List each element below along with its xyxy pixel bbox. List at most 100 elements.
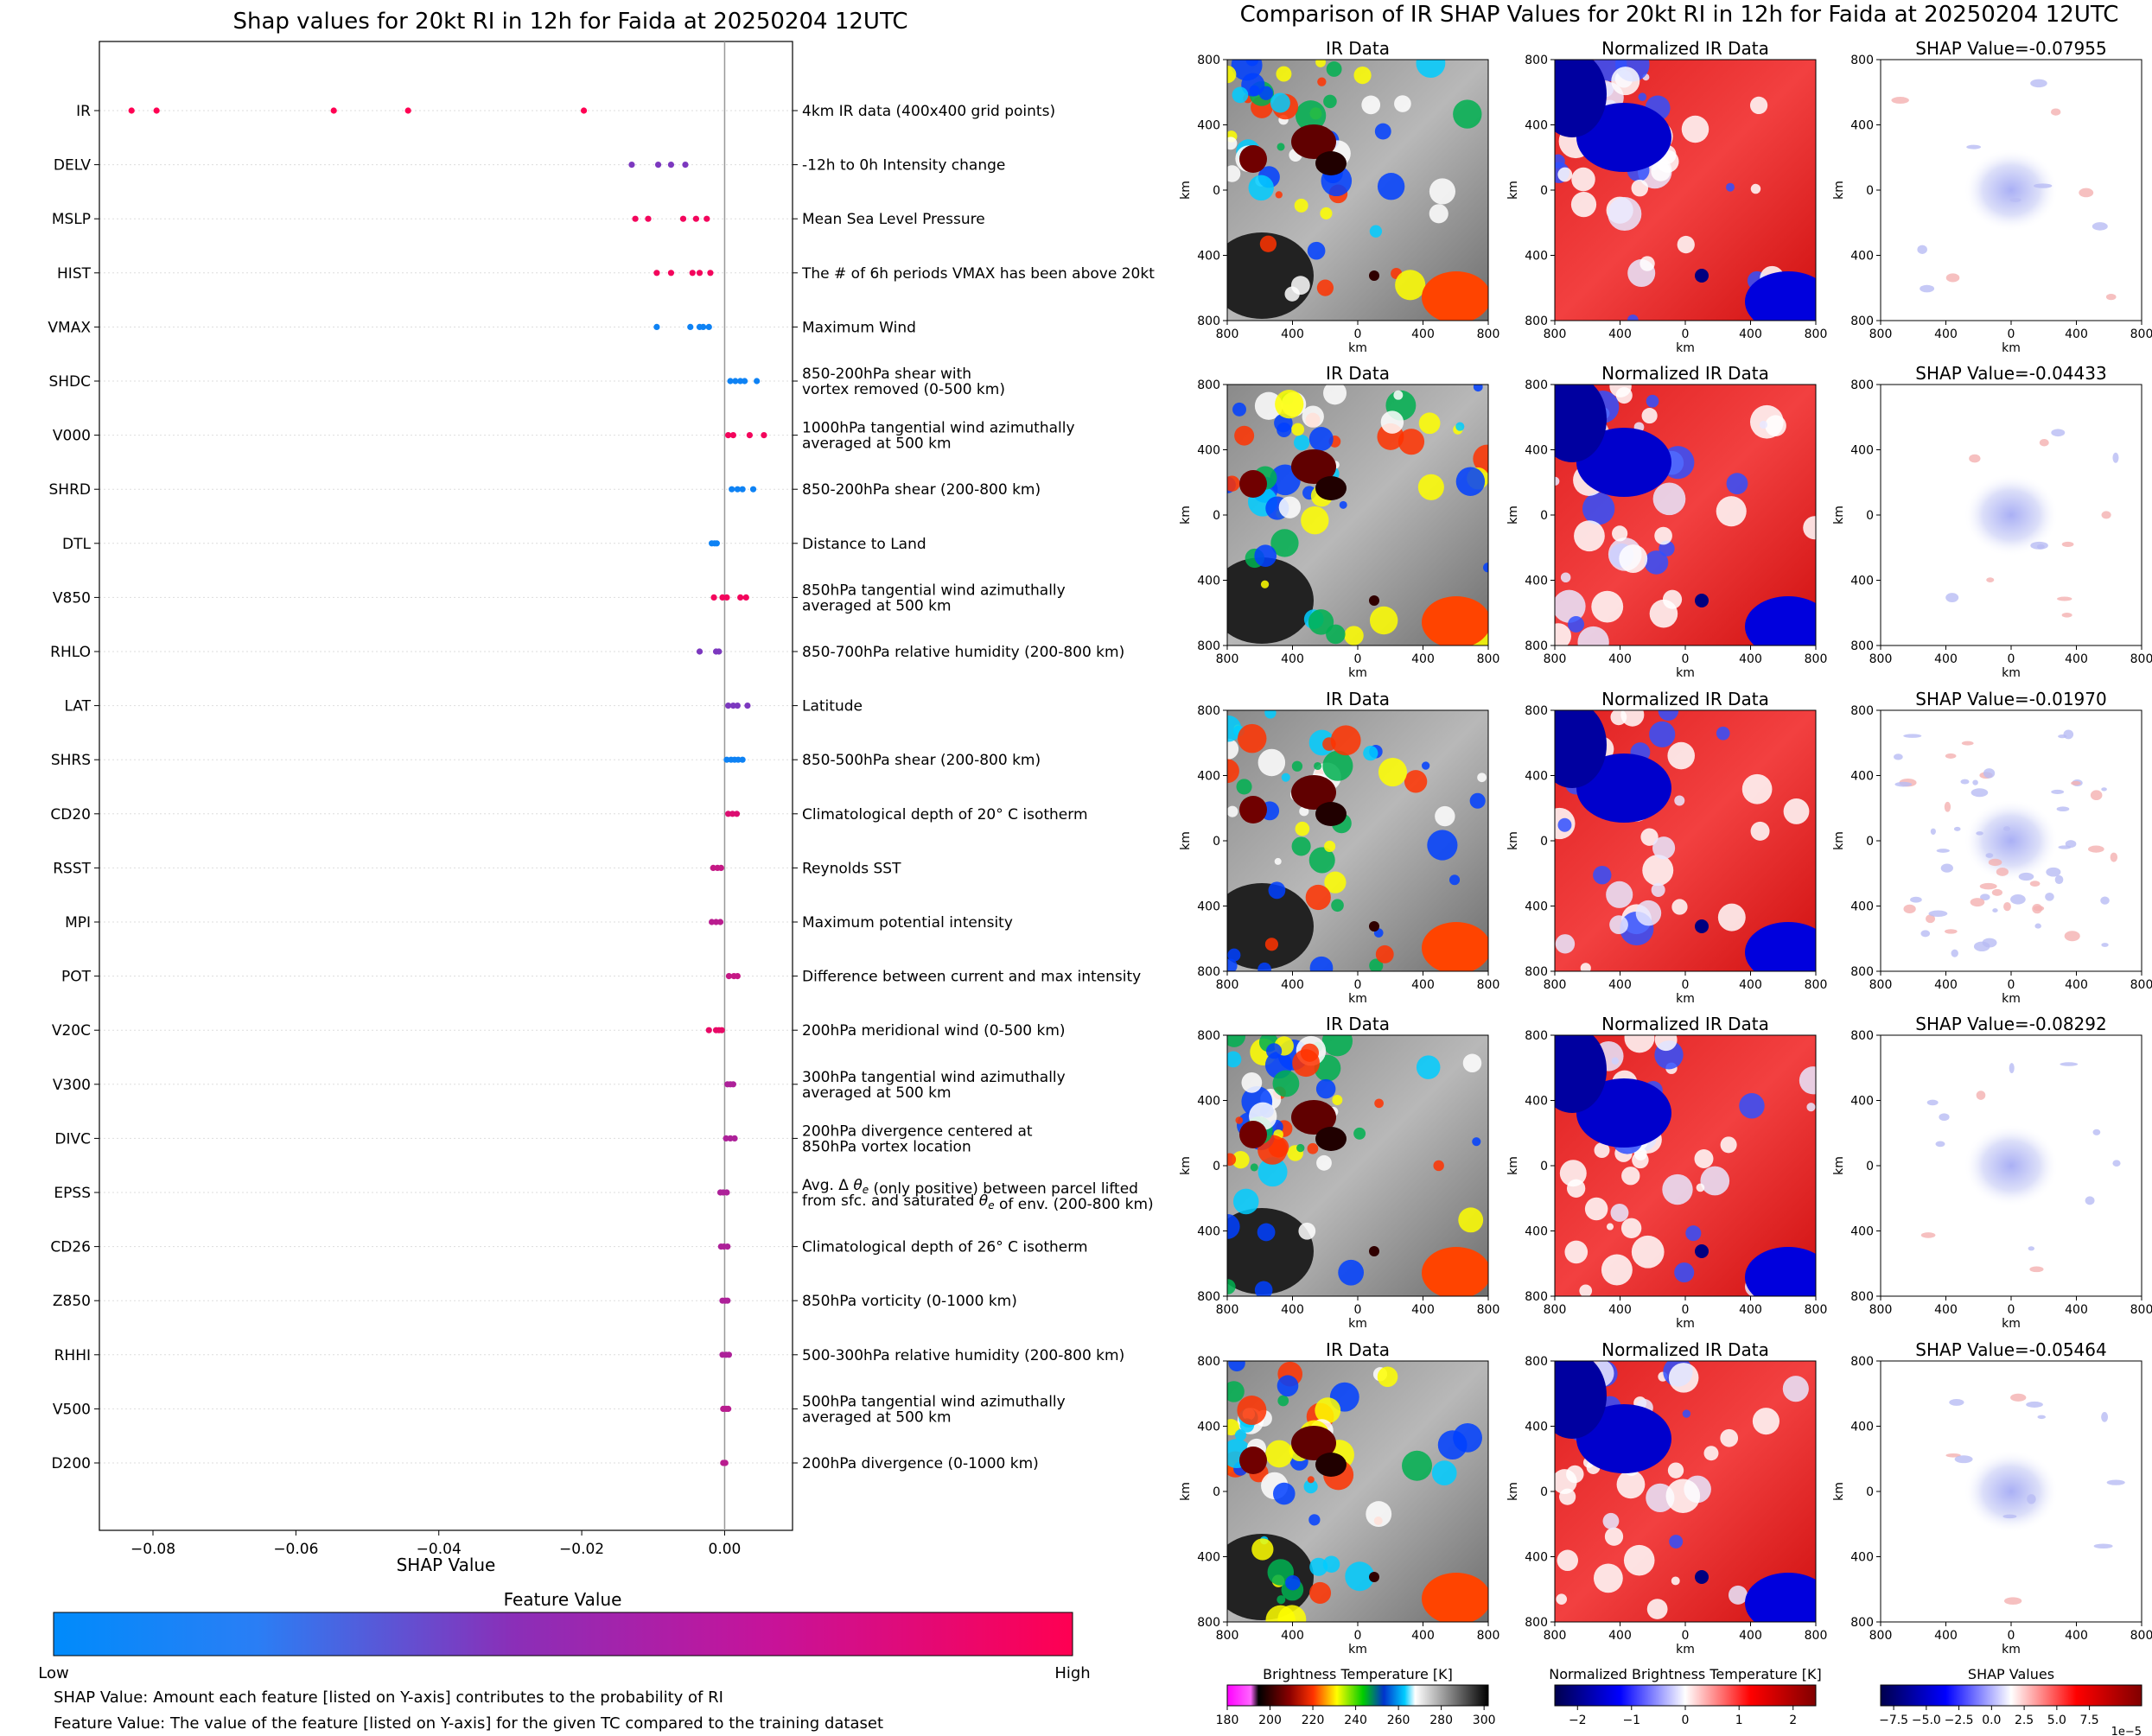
shap-point-cd20 bbox=[724, 811, 732, 817]
colorbar-tick-label: 5.0 bbox=[2047, 1714, 2066, 1727]
panel-ytick-label: 0 bbox=[1866, 184, 1874, 198]
panel-shap-row1: SHAP Value=-0.07955800800400400004004008… bbox=[1832, 38, 2152, 355]
panel-ytick-label: 800 bbox=[1525, 965, 1548, 979]
panel-ytick-label: 400 bbox=[1197, 1225, 1220, 1239]
shap-point-delv bbox=[682, 162, 689, 169]
feature-desc-v850: averaged at 500 km bbox=[802, 597, 952, 614]
panel-ytick-label: 400 bbox=[1197, 444, 1220, 458]
shap-point-cd20 bbox=[729, 811, 736, 817]
panel-ytick-label: 800 bbox=[1525, 1029, 1548, 1043]
panel-ylabel: km bbox=[1832, 831, 1846, 850]
panel-ytick-label: 0 bbox=[1213, 1485, 1220, 1499]
panel-ytick-label: 400 bbox=[1850, 444, 1874, 458]
panel-xlabel: km bbox=[1348, 341, 1367, 355]
colorbar-2: Normalized Brightness Temperature [K] −2 −… bbox=[1549, 1666, 1822, 1727]
panel-xtick-label: 400 bbox=[1281, 1303, 1304, 1317]
panel-ytick-label: 400 bbox=[1850, 575, 1874, 588]
shap-point-delv bbox=[654, 162, 662, 169]
panel-ytick-label: 400 bbox=[1197, 119, 1220, 133]
panel-ylabel: km bbox=[1506, 1156, 1520, 1175]
panel-xtick-label: 800 bbox=[2130, 1629, 2152, 1643]
panel-xtick-label: 0 bbox=[2008, 1629, 2015, 1643]
shap-point-shrd bbox=[749, 486, 757, 493]
panel-xtick-label: 0 bbox=[1682, 978, 1690, 992]
colorbar-tick-label: 2.5 bbox=[2015, 1714, 2034, 1727]
panel-ylabel: km bbox=[1179, 506, 1193, 525]
panel-ytick-label: 0 bbox=[1213, 509, 1220, 523]
feature-desc-vmax: Maximum Wind bbox=[802, 319, 916, 336]
colorbar-bar bbox=[1226, 1684, 1489, 1707]
panel-xtick-label: 400 bbox=[1281, 327, 1304, 341]
shap-point-hist bbox=[667, 270, 675, 277]
panel-xtick-label: 0 bbox=[1682, 327, 1690, 341]
shap-point-shdc bbox=[727, 378, 734, 385]
panel-ytick-label: 400 bbox=[1525, 1421, 1548, 1434]
panel-ytick-label: 800 bbox=[1525, 704, 1548, 718]
panel-title: SHAP Value=-0.07955 bbox=[1915, 38, 2106, 59]
panel-xtick-label: 400 bbox=[2065, 1629, 2088, 1643]
panel-ytick-label: 400 bbox=[1850, 1225, 1874, 1239]
shap-point-shrd bbox=[739, 486, 746, 493]
feature-name-v20c: V20C bbox=[52, 1022, 91, 1040]
shap-point-v000 bbox=[761, 432, 767, 439]
panel-ylabel: km bbox=[1179, 181, 1193, 200]
feature-name-shrd: SHRD bbox=[49, 481, 91, 499]
panel-image bbox=[1555, 385, 1816, 645]
panel-ytick-label: 800 bbox=[1197, 965, 1220, 979]
shap-point-mpi bbox=[716, 919, 724, 925]
feature-name-delv: DELV bbox=[54, 157, 91, 175]
colorbar-1: Brightness Temperature [K] 180 200 220 240 26… bbox=[1216, 1666, 1496, 1727]
feature-desc-hist: The # of 6h periods VMAX has been above … bbox=[801, 265, 1155, 283]
panel-xtick-label: 400 bbox=[2065, 978, 2088, 992]
panel-xtick-label: 400 bbox=[1608, 978, 1632, 992]
feature-desc-cd26: Climatological depth of 26° C isotherm bbox=[802, 1239, 1088, 1256]
feature-desc-lat: Latitude bbox=[802, 698, 863, 715]
panel-image bbox=[1227, 1035, 1488, 1296]
panel-xtick-label: 0 bbox=[1354, 327, 1362, 341]
panel-norm-row4: Normalized IR Data8008004004000040040080… bbox=[1506, 1014, 1827, 1331]
panel-xtick-label: 400 bbox=[1608, 652, 1632, 666]
panel-xtick-label: 400 bbox=[1411, 978, 1435, 992]
shap-point-dtl bbox=[713, 540, 720, 547]
panel-xtick-label: 0 bbox=[1354, 1303, 1362, 1317]
feature-desc-ir: 4km IR data (400x400 grid points) bbox=[802, 103, 1055, 120]
panel-image bbox=[1227, 385, 1488, 645]
colorbar-tick-label: −5.0 bbox=[1912, 1714, 1941, 1727]
panel-xtick-label: 800 bbox=[1477, 652, 1500, 666]
shap-point-v850 bbox=[710, 594, 717, 601]
xtick-label: −0.06 bbox=[273, 1541, 318, 1558]
panel-ytick-label: 800 bbox=[1525, 1616, 1548, 1630]
colorbar-tick-label: −2.5 bbox=[1945, 1714, 1974, 1727]
panel-ytick-label: 800 bbox=[1197, 54, 1220, 67]
panel-xtick-label: 800 bbox=[1805, 327, 1828, 341]
feature-desc-v850: 850hPa tangential wind azimuthally bbox=[802, 582, 1066, 599]
panel-ytick-label: 400 bbox=[1197, 1551, 1220, 1565]
panel-title: Normalized IR Data bbox=[1601, 689, 1769, 709]
panel-xtick-label: 800 bbox=[1216, 1629, 1239, 1643]
panel-xtick-label: 400 bbox=[1608, 1303, 1632, 1317]
panel-title: SHAP Value=-0.01970 bbox=[1915, 689, 2106, 709]
colorbar-tick-label: 300 bbox=[1473, 1714, 1496, 1727]
panel-title: IR Data bbox=[1326, 1339, 1390, 1360]
panel-ytick-label: 800 bbox=[1525, 639, 1548, 653]
feature-desc-epss: from sfc. and saturated θe of env. (200-… bbox=[802, 1192, 1154, 1213]
panel-norm-row2: Normalized IR Data8008004004000040040080… bbox=[1506, 363, 1827, 680]
feature-desc-v20c: 200hPa meridional wind (0-500 km) bbox=[802, 1022, 1066, 1040]
shap-point-z850 bbox=[724, 1297, 731, 1304]
panel-xtick-label: 800 bbox=[2130, 327, 2152, 341]
panel-xtick-label: 400 bbox=[1281, 978, 1304, 992]
beeswarm-plot-area bbox=[99, 41, 793, 1531]
feature-name-z850: Z850 bbox=[53, 1293, 91, 1310]
shap-point-divc bbox=[723, 1135, 729, 1141]
colorbar-tick-label: 0 bbox=[1682, 1714, 1690, 1727]
feature-desc-epss: Avg. Δ θe (only positive) between parcel… bbox=[802, 1177, 1138, 1198]
panel-xtick-label: 0 bbox=[1682, 1629, 1690, 1643]
panel-ytick-label: 800 bbox=[1850, 378, 1874, 392]
feature-desc-shdc: vortex removed (0-500 km) bbox=[802, 381, 1005, 398]
note-feature-value: Feature Value: The value of the feature … bbox=[54, 1714, 883, 1733]
panel-ytick-label: 800 bbox=[1525, 378, 1548, 392]
panel-ytick-label: 800 bbox=[1525, 315, 1548, 328]
panel-xtick-label: 400 bbox=[1281, 652, 1304, 666]
feature-colorbar bbox=[53, 1612, 1073, 1657]
panel-shap-row4: SHAP Value=-0.08292800800400400004004008… bbox=[1832, 1014, 2152, 1331]
